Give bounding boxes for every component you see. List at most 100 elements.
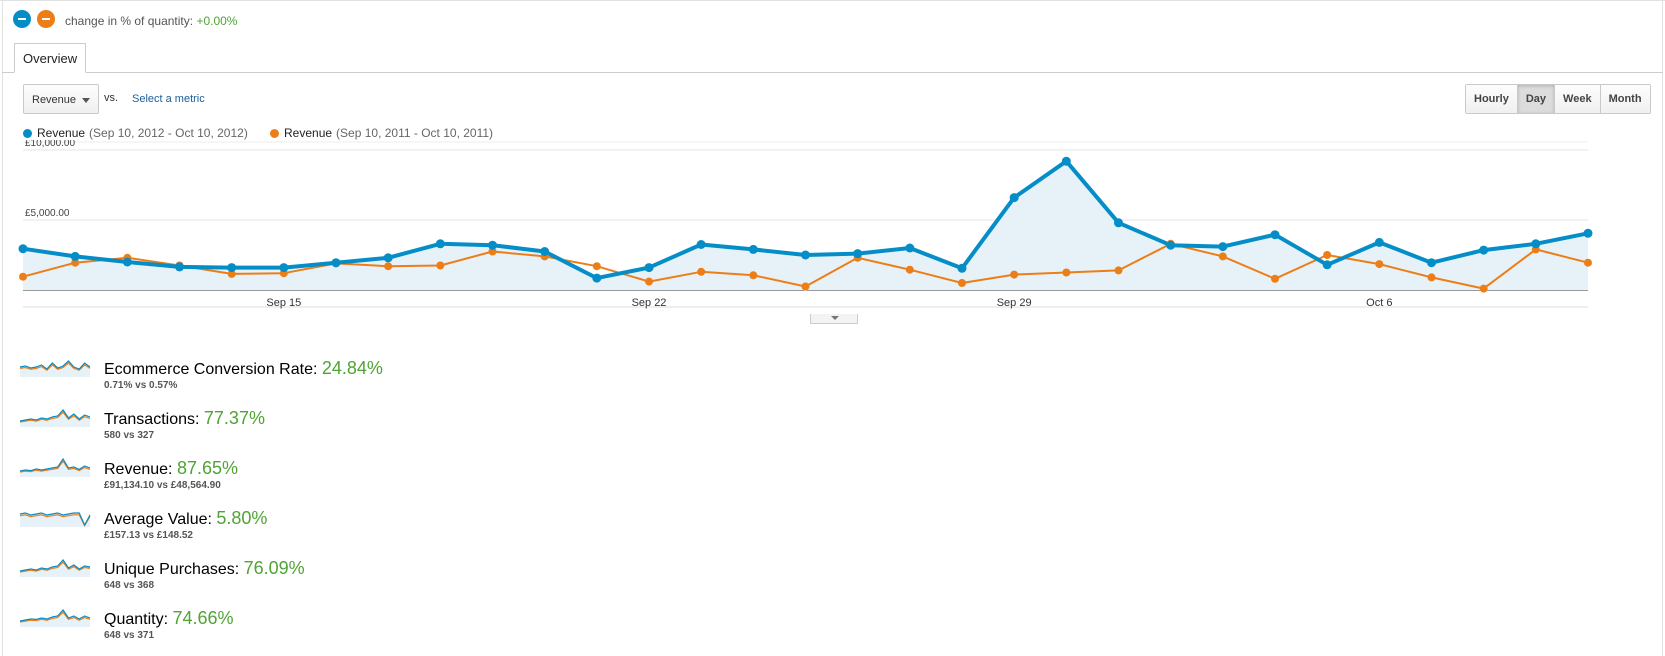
data-point <box>1218 252 1227 261</box>
metric-change: 5.80% <box>216 508 268 528</box>
tab-divider <box>2 72 1663 73</box>
data-point <box>1061 156 1071 166</box>
data-point <box>70 251 80 261</box>
chart-expand-handle[interactable] <box>810 314 858 324</box>
period-month-button[interactable]: Month <box>1600 85 1650 113</box>
data-point <box>1166 240 1176 250</box>
vs-label: vs. <box>104 92 119 104</box>
data-point <box>1271 274 1279 283</box>
metric-title: Average Value: 5.80% <box>104 508 267 529</box>
series-area <box>23 161 1588 290</box>
period-hourly-button[interactable]: Hourly <box>1466 85 1518 113</box>
metric-title: Revenue: 87.65% <box>104 458 238 479</box>
data-point <box>749 271 758 280</box>
metric-title: Unique Purchases: 76.09% <box>104 558 305 579</box>
sparkline-line <box>19 514 91 527</box>
metric-change: 77.37% <box>203 408 265 428</box>
data-point <box>905 243 915 253</box>
data-point <box>958 279 966 287</box>
top-border <box>0 0 1665 1</box>
metric-title: Transactions: 77.37% <box>104 408 265 429</box>
tab-overview[interactable]: Overview <box>14 43 87 73</box>
data-point <box>18 244 28 254</box>
sparkline-area <box>20 361 90 377</box>
data-point <box>436 261 445 270</box>
data-point <box>801 250 810 260</box>
sparkline-icon <box>19 559 91 577</box>
segment-toggle-icon[interactable] <box>37 10 55 28</box>
select-metric-link[interactable]: Select a metric <box>132 93 205 105</box>
data-point <box>1322 260 1332 270</box>
data-point <box>592 262 601 271</box>
data-point <box>383 253 393 263</box>
change-label: change in % of quantity: <box>65 14 194 28</box>
data-point <box>1062 268 1071 277</box>
sparkline-line <box>19 411 91 423</box>
legend-dot-icon <box>23 128 32 138</box>
sparkline-line <box>19 561 91 573</box>
legend-series-name: Revenue <box>37 126 86 140</box>
chevron-down-icon <box>831 316 839 320</box>
legend-series-name: Revenue <box>284 126 333 140</box>
data-point <box>331 258 341 268</box>
metric-name: Revenue: <box>104 461 173 478</box>
data-point <box>227 263 237 273</box>
metric-compare: £91,134.10 vs £48,564.90 <box>104 480 221 491</box>
period-day-button[interactable]: Day <box>1517 85 1556 113</box>
data-point <box>279 263 289 273</box>
period-week-button[interactable]: Week <box>1555 85 1601 113</box>
sparkline-line <box>19 611 91 623</box>
metric-name: Average Value: <box>104 511 212 528</box>
metric-name: Transactions: <box>104 411 200 428</box>
sparkline-line <box>19 559 91 572</box>
y-tick-label: £5,000.00 <box>25 208 70 219</box>
revenue-line-chart[interactable]: £10,000.00 £5,000.00 Sep 15 Sep 22 Sep 29 Oct… <box>0 140 1665 320</box>
metric-compare: 580 vs 327 <box>104 430 155 441</box>
metric-name: Ecommerce Conversion Rate: <box>104 361 318 378</box>
data-point <box>1479 245 1489 255</box>
metric-name: Unique Purchases: <box>104 561 240 578</box>
data-point <box>227 269 236 278</box>
data-point <box>1010 270 1019 279</box>
data-point <box>488 247 497 256</box>
metric-change: 74.66% <box>172 608 234 628</box>
data-point <box>1218 242 1228 252</box>
sparkline-icon <box>19 512 91 527</box>
sparkline-icon <box>19 409 91 427</box>
legend-item-current[interactable]: Revenue (Sep 10, 2012 - Oct 10, 2012) <box>23 126 248 140</box>
sparkline-area <box>20 513 90 527</box>
data-point <box>1427 258 1436 268</box>
data-point <box>1114 266 1123 275</box>
metric-compare: 648 vs 368 <box>104 580 155 591</box>
data-point <box>957 263 967 273</box>
sparkline-line <box>19 360 91 370</box>
legend-item-previous[interactable]: Revenue (Sep 10, 2011 - Oct 10, 2011) <box>270 126 493 140</box>
metric-compare: 648 vs 371 <box>104 630 155 641</box>
data-point <box>1583 228 1593 238</box>
legend-series-range: (Sep 10, 2012 - Oct 10, 2012) <box>89 126 248 140</box>
metric-dropdown-value: Revenue <box>32 94 77 106</box>
data-point <box>175 262 184 272</box>
legend-dot-icon <box>270 128 279 138</box>
data-point <box>645 277 653 286</box>
y-tick-label: £10,000.00 <box>25 140 75 149</box>
data-point <box>1375 260 1384 269</box>
x-tick-label: Oct 6 <box>1366 297 1392 309</box>
segment-toggle-icon[interactable] <box>13 10 31 28</box>
metric-compare: 0.71% vs 0.57% <box>104 380 178 391</box>
metric-dropdown[interactable]: Revenue <box>23 84 99 114</box>
metric-change: 76.09% <box>243 558 305 578</box>
sparkline-icon <box>19 360 91 377</box>
data-point <box>384 262 393 271</box>
metric-title: Ecommerce Conversion Rate: 24.84% <box>104 358 383 379</box>
sparkline-icon <box>19 457 91 477</box>
sparkline-line <box>19 362 91 371</box>
sparkline-line <box>19 457 91 472</box>
data-point <box>697 267 706 276</box>
data-point <box>1584 258 1592 267</box>
chevron-down-icon <box>82 98 90 103</box>
sparkline-line <box>19 609 91 622</box>
sparkline-line <box>19 512 91 527</box>
data-point <box>1323 251 1332 259</box>
